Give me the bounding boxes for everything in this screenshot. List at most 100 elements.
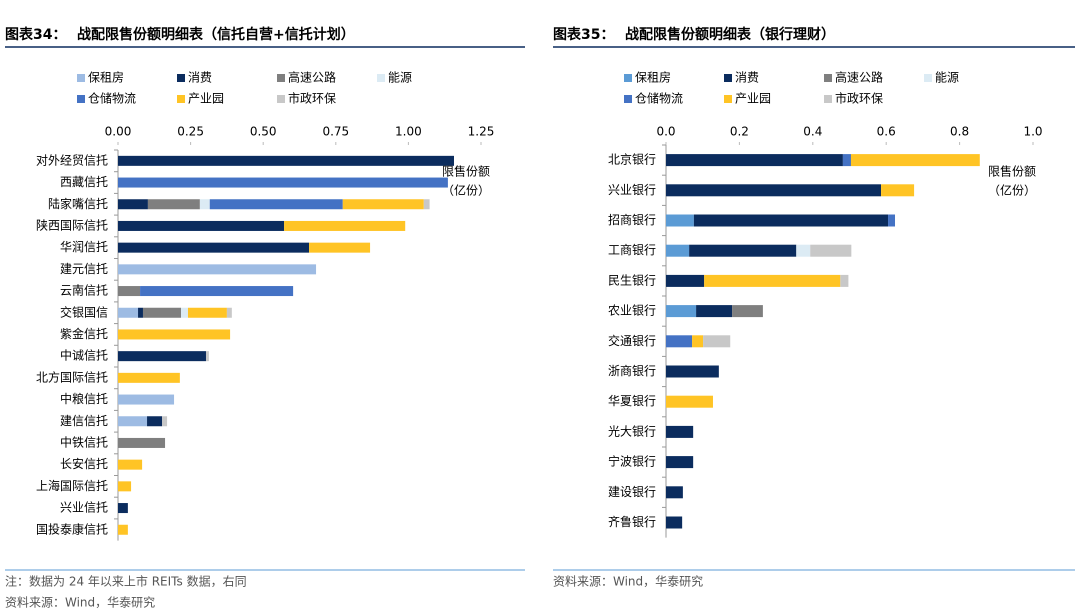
legend-label: 消费 xyxy=(188,71,212,85)
legend-swatch xyxy=(624,74,632,82)
bar-segment xyxy=(666,516,683,529)
y-tick-label: 长安信托 xyxy=(60,456,108,471)
x-tick-label: 0.75 xyxy=(322,125,349,139)
chart-title: 战配限售份额明细表（银行理财） xyxy=(625,26,835,43)
legend-swatch xyxy=(724,74,732,82)
bar-segment xyxy=(704,274,841,287)
bar-segment xyxy=(118,307,139,318)
legend-label: 高速公路 xyxy=(835,70,883,85)
bar-segment xyxy=(118,524,128,535)
bar-segment xyxy=(881,184,915,197)
bar-segment xyxy=(140,286,294,297)
y-tick-label: 陕西国际信托 xyxy=(36,217,108,232)
legend-swatch xyxy=(277,74,285,82)
bar-segment xyxy=(118,351,206,362)
bar-segment xyxy=(693,214,889,227)
chart-label: 图表35： xyxy=(553,26,614,43)
legend-label: 能源 xyxy=(935,71,959,85)
bar-segment xyxy=(666,305,697,318)
y-tick-label: 招商银行 xyxy=(608,212,656,227)
y-tick-label: 宁波银行 xyxy=(608,454,656,469)
y-tick-label: 建信信托 xyxy=(60,414,108,428)
bar-segment xyxy=(226,307,232,318)
y-tick-label: 工商银行 xyxy=(608,242,656,257)
x-tick-label: 0.2 xyxy=(730,125,749,139)
legend-label: 产业园 xyxy=(188,92,224,106)
bar-segment xyxy=(118,459,143,470)
bar-segment xyxy=(118,286,141,297)
legend-swatch xyxy=(177,74,185,82)
legend-swatch xyxy=(824,95,832,103)
y-tick-label: 华润信托 xyxy=(60,240,108,254)
y-tick-label: 兴业银行 xyxy=(608,183,656,197)
y-tick-label: 北方国际信托 xyxy=(36,369,108,384)
bar-segment xyxy=(666,425,694,438)
bar-segment xyxy=(666,214,694,227)
bar-segment xyxy=(689,244,797,257)
bar-segment xyxy=(118,416,148,427)
y-tick-label: 华夏银行 xyxy=(608,394,656,408)
y-tick-label: 齐鲁银行 xyxy=(608,514,656,529)
y-tick-label: 陆家嘴信托 xyxy=(48,196,108,211)
y-tick-label: 中铁信托 xyxy=(60,434,108,449)
legend-swatch xyxy=(624,95,632,103)
annotation: 限售份额 xyxy=(988,164,1036,179)
bar-segment xyxy=(138,307,143,318)
bar-segment xyxy=(147,416,163,427)
y-tick-label: 云南信托 xyxy=(60,283,108,298)
bar-segment xyxy=(840,274,849,287)
x-tick-label: 0.4 xyxy=(803,125,822,139)
bar-segment xyxy=(118,264,317,275)
bar-segment xyxy=(162,416,168,427)
bar-segment xyxy=(118,242,310,253)
legend-swatch xyxy=(177,95,185,103)
bar-segment xyxy=(118,394,175,405)
bar-segment xyxy=(796,244,811,257)
y-tick-label: 对外经贸信托 xyxy=(36,153,108,167)
y-tick-label: 光大银行 xyxy=(608,424,656,438)
bar-segment xyxy=(732,305,763,318)
y-tick-label: 兴业信托 xyxy=(60,501,108,515)
legend-swatch xyxy=(824,74,832,82)
bar-segment xyxy=(118,329,231,340)
x-tick-label: 0.0 xyxy=(656,125,675,139)
bar-segment xyxy=(118,372,180,383)
bar-segment xyxy=(842,154,851,167)
legend-label: 消费 xyxy=(735,71,759,85)
bar-segment xyxy=(309,242,371,253)
y-tick-label: 中诚信托 xyxy=(60,348,108,363)
legend-swatch xyxy=(77,74,85,82)
bar-segment xyxy=(118,177,448,188)
bar-segment xyxy=(696,305,733,318)
chart-label: 图表34： xyxy=(5,26,66,43)
bar-segment xyxy=(666,365,719,378)
x-tick-label: 0.8 xyxy=(950,125,969,139)
chart-title: 战配限售份额明细表（信托自营+信托计划） xyxy=(77,26,355,43)
legend-swatch xyxy=(77,95,85,103)
bar-segment xyxy=(181,307,188,318)
y-tick-label: 北京银行 xyxy=(608,153,656,167)
y-tick-label: 交银国信 xyxy=(60,304,108,319)
footnote: 资料来源：Wind，华泰研究 xyxy=(553,574,703,589)
legend-label: 保租房 xyxy=(88,70,124,85)
legend-label: 市政环保 xyxy=(835,91,883,106)
legend-label: 仓储物流 xyxy=(635,91,683,106)
bar-segment xyxy=(666,456,694,469)
legend-swatch xyxy=(277,95,285,103)
annotation: （亿份） xyxy=(442,183,490,198)
bar-segment xyxy=(810,244,852,257)
bar-segment xyxy=(666,395,713,408)
x-tick-label: 1.00 xyxy=(395,125,422,139)
bar-segment xyxy=(666,184,882,197)
bar-segment xyxy=(118,437,166,448)
bar-segment xyxy=(147,199,200,210)
y-tick-label: 农业银行 xyxy=(608,304,656,318)
bar-segment xyxy=(850,154,980,167)
legend-swatch xyxy=(724,95,732,103)
bar-segment xyxy=(666,486,683,499)
legend-label: 能源 xyxy=(388,71,412,85)
bar-segment xyxy=(692,335,704,348)
y-tick-label: 建设银行 xyxy=(608,485,656,499)
bar-segment xyxy=(118,220,285,231)
